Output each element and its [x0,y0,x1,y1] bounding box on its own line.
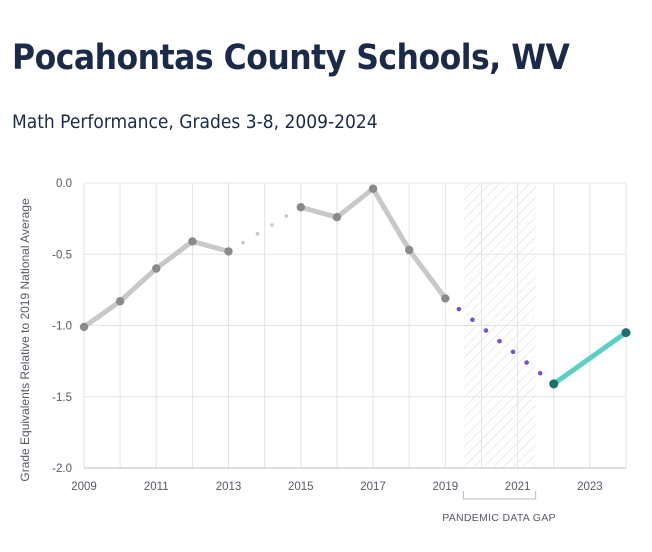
pandemic-bridge-dot [497,338,502,344]
page-title: Pocahontas County Schools, WV [12,38,570,78]
data-point-2024 [621,328,631,338]
x-tick-label: 2017 [360,481,386,493]
y-tick-label: -1.0 [52,321,72,333]
data-point-2012 [188,237,197,246]
pandemic-bridge-dot [537,370,543,376]
y-tick-label: -2.0 [52,463,72,475]
pandemic-bridge-dot [483,328,489,333]
data-point-2018 [405,245,414,255]
data-point-2010 [115,297,125,306]
series-line-segment [117,266,159,304]
gap-interpolation-dot [241,240,245,245]
series-line-segment [370,186,412,253]
gap-interpolation-dot [270,223,274,227]
pandemic-bridge-dot [470,317,475,323]
x-tick-label: 2023 [577,481,603,493]
pandemic-bridge-dot [510,349,516,355]
pandemic-bridge-dot [524,360,529,365]
x-tick-label: 2019 [433,481,459,493]
series-line-segment [153,238,195,271]
y-tick-label: -1.5 [52,392,72,404]
page-subtitle: Math Performance, Grades 3-8, 2009-2024 [12,111,378,133]
x-tick-label: 2021 [505,481,531,493]
pandemic-bridge-dot [456,306,462,312]
x-tick-label: 2011 [144,481,169,493]
data-point-2015 [296,203,305,212]
pandemic-gap-bracket [462,491,537,500]
data-point-2016 [332,213,342,222]
gap-interpolation-dot [255,231,260,236]
series-line-segment [406,247,448,301]
data-point-2022 [549,379,559,389]
series-line-segment [81,298,123,330]
gap-interpolation-dot [284,214,289,218]
y-tick-label: -0.5 [52,249,72,261]
pandemic-gap-label: PANDEMIC DATA GAP [442,512,556,524]
data-point-2019 [441,294,450,303]
data-point-2017 [368,184,378,193]
data-point-2009 [79,322,89,332]
x-tick-label: 2009 [71,481,97,493]
y-tick-label: 0.0 [56,178,72,190]
data-point-2013 [224,247,233,256]
x-tick-label: 2015 [288,481,314,493]
series-line-segment [334,186,376,220]
recovery-line-segment [551,330,629,387]
y-axis-label: Grade Equivalents Relative to 2019 Natio… [18,198,32,482]
x-tick-label: 2013 [216,481,242,493]
data-point-2011 [152,264,161,273]
series-line-segment [189,238,232,254]
series-line-segment [298,204,340,220]
